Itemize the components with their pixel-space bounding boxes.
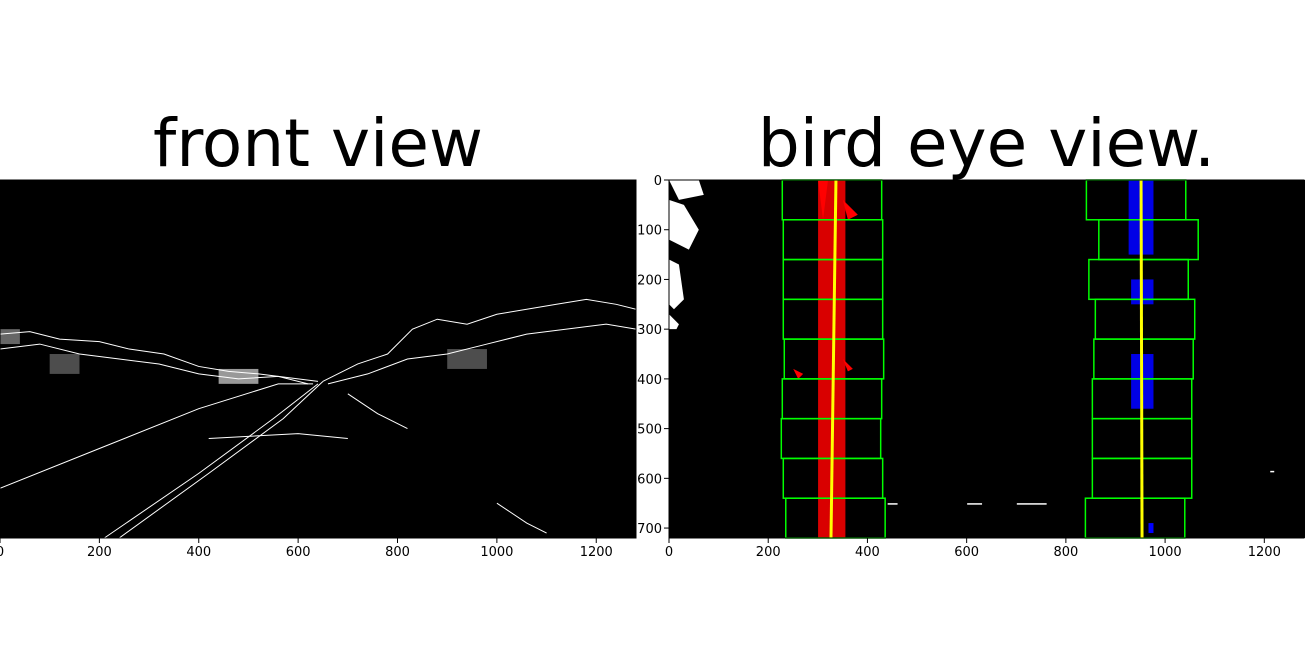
- x-tick-label: 800: [1053, 545, 1078, 560]
- y-tick-label: 700: [637, 522, 662, 537]
- y-tick-label: 100: [637, 224, 662, 239]
- x-tick-label: 200: [756, 545, 781, 560]
- x-tick-label: 0: [0, 545, 4, 560]
- axes-frame: [0, 179, 637, 539]
- y-tick-label: 600: [637, 472, 662, 487]
- front-image: [0, 180, 637, 539]
- y-tick-label: 400: [637, 373, 662, 388]
- y-tick-label: 200: [637, 273, 662, 288]
- x-tick-label: 600: [286, 545, 311, 560]
- x-tick-label: 400: [855, 545, 880, 560]
- y-tick-label: 300: [637, 323, 662, 338]
- x-tick-label: 1000: [480, 545, 513, 560]
- y-tick-label: 500: [637, 423, 662, 438]
- x-tick-label: 1200: [1248, 545, 1281, 560]
- x-tick-label: 0: [665, 545, 673, 560]
- bird-eye-image: [669, 179, 1305, 539]
- y-tick-label: 0: [654, 174, 662, 189]
- axes-frame: [668, 179, 1305, 539]
- panel-title: bird eye view.: [758, 105, 1215, 182]
- x-tick-label: 600: [954, 545, 979, 560]
- panel-title: front view: [153, 105, 483, 182]
- x-tick-label: 400: [186, 545, 211, 560]
- x-tick-label: 1000: [1149, 545, 1182, 560]
- x-tick-label: 800: [385, 545, 410, 560]
- x-tick-label: 200: [87, 545, 112, 560]
- x-tick-label: 1200: [580, 545, 613, 560]
